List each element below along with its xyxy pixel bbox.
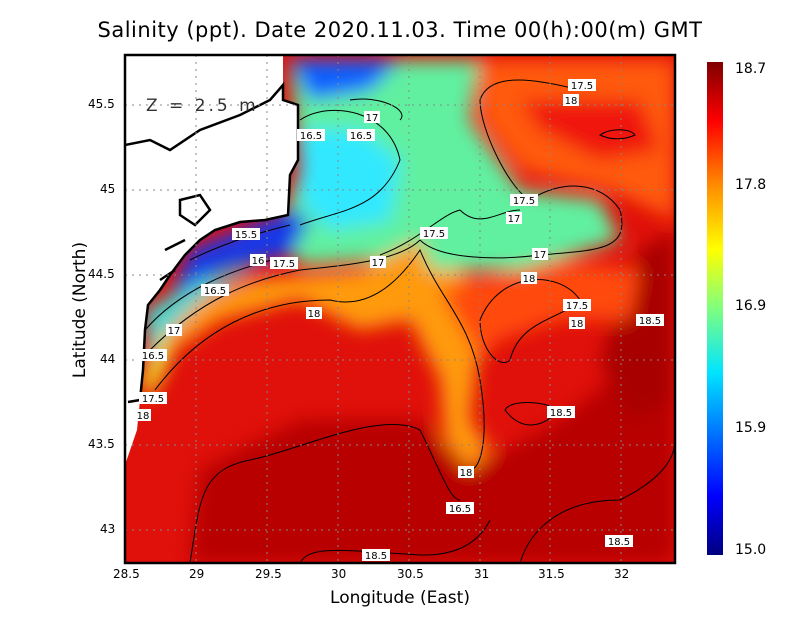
contour-label-bg [297,129,325,141]
contour-label: 17.5 [571,81,593,92]
grid-lines [125,55,675,563]
contour-label-bg [506,212,522,224]
contour-label: 17.5 [513,196,535,207]
contour-label: 18 [523,274,536,285]
contour-label: 15.5 [235,230,257,241]
contour-label-bg [569,317,585,329]
contour-label-bg [201,284,229,296]
contour-label: 17.5 [423,229,445,240]
contour-label: 18 [565,96,578,107]
contour-label-bg [139,349,167,361]
contour-label-bg [563,94,579,106]
contour-label-bg [139,392,167,404]
contour-label-bg [521,272,537,284]
x-tick: 28.5 [113,567,140,581]
contour-label-bg [458,466,474,478]
contour-label: 17.5 [566,301,588,312]
coastline [125,81,300,404]
contour-label-bg [547,406,575,418]
contour-label-bg [250,254,266,266]
x-tick: 29.5 [255,567,282,581]
contour-label: 16.5 [204,286,226,297]
contour-label: 18 [308,309,321,320]
colorbar-tick: 17.8 [735,177,767,193]
contour-label-bg [420,227,448,239]
contour-label: 18.5 [608,537,630,548]
colorbar-tick: 16.9 [735,298,767,314]
colorbar-tick: 15.9 [735,420,767,436]
contour-label: 17.5 [142,394,164,405]
contour-label: 18 [137,411,150,422]
contour-label-bg [232,228,260,240]
contour-label-bg [362,549,390,561]
x-tick: 29 [189,567,205,581]
contour-label: 18.5 [639,316,661,327]
contour-label: 17 [508,214,521,225]
x-tick: 32 [614,567,630,581]
contour-label: 16.5 [350,131,372,142]
y-tick: 45.5 [88,97,115,111]
colorbar-tick: 15.0 [735,542,767,558]
salinity-field: 17.5 18 17 16.5 16.5 16.5 17.5 17 15.5 17.5 17 16 17… [125,55,675,563]
x-tick: 31.5 [538,567,565,581]
contour-label-bg [166,324,182,336]
contour-label: 17 [168,326,181,337]
contour-label-bg [510,194,538,206]
y-tick: 45 [100,182,116,196]
x-tick: 31 [474,567,490,581]
contour-label: 18 [460,468,473,479]
plot-frame [123,53,677,565]
x-tick: 30 [331,567,347,581]
contour-label-bg [636,314,664,326]
depth-label: Z = 2.5 m [146,96,259,116]
colorbar-tick: 18.7 [735,61,767,77]
contour-label: 18 [571,319,584,330]
contour-label-bg [306,307,322,319]
land [125,55,298,465]
contour-label-bg [563,299,591,311]
contour-label: 18.5 [550,408,572,419]
contour-label-bg [347,129,375,141]
contour-label-bg [270,257,298,269]
contour-label-bg [605,535,633,547]
contour-label: 17 [372,258,385,269]
y-tick: 43.5 [88,437,115,451]
contour-label: 17.5 [273,259,295,270]
contour-label-bg [370,256,386,268]
contour-label: 17 [534,250,547,261]
contour-labels: 17.5 18 17 16.5 16.5 16.5 17.5 17 15.5 17.5 17 16 17… [135,79,664,562]
contour-label: 16.5 [300,131,322,142]
contour-label-bg [532,248,548,260]
contour-label: 16.5 [142,351,164,362]
contour-lines [144,79,675,563]
contour-label: 17 [366,113,379,124]
y-tick: 44.5 [88,267,115,281]
contour-label-bg [568,79,596,91]
y-tick: 44 [100,352,116,366]
x-tick: 30.5 [397,567,424,581]
contour-label: 18.5 [365,551,387,562]
map-title: Salinity (ppt). Date 2020.11.03. Time 00… [97,18,703,42]
contour-label-bg [446,502,474,514]
contour-label-bg [364,111,380,123]
x-axis-label: Longitude (East) [330,588,470,608]
colorbar [707,62,723,555]
contour-label: 16.5 [449,504,471,515]
y-axis-label: Latitude (North) [70,241,90,379]
contour-label-bg [135,409,151,421]
contour-label: 16 [252,256,265,267]
y-tick: 43 [100,522,116,536]
